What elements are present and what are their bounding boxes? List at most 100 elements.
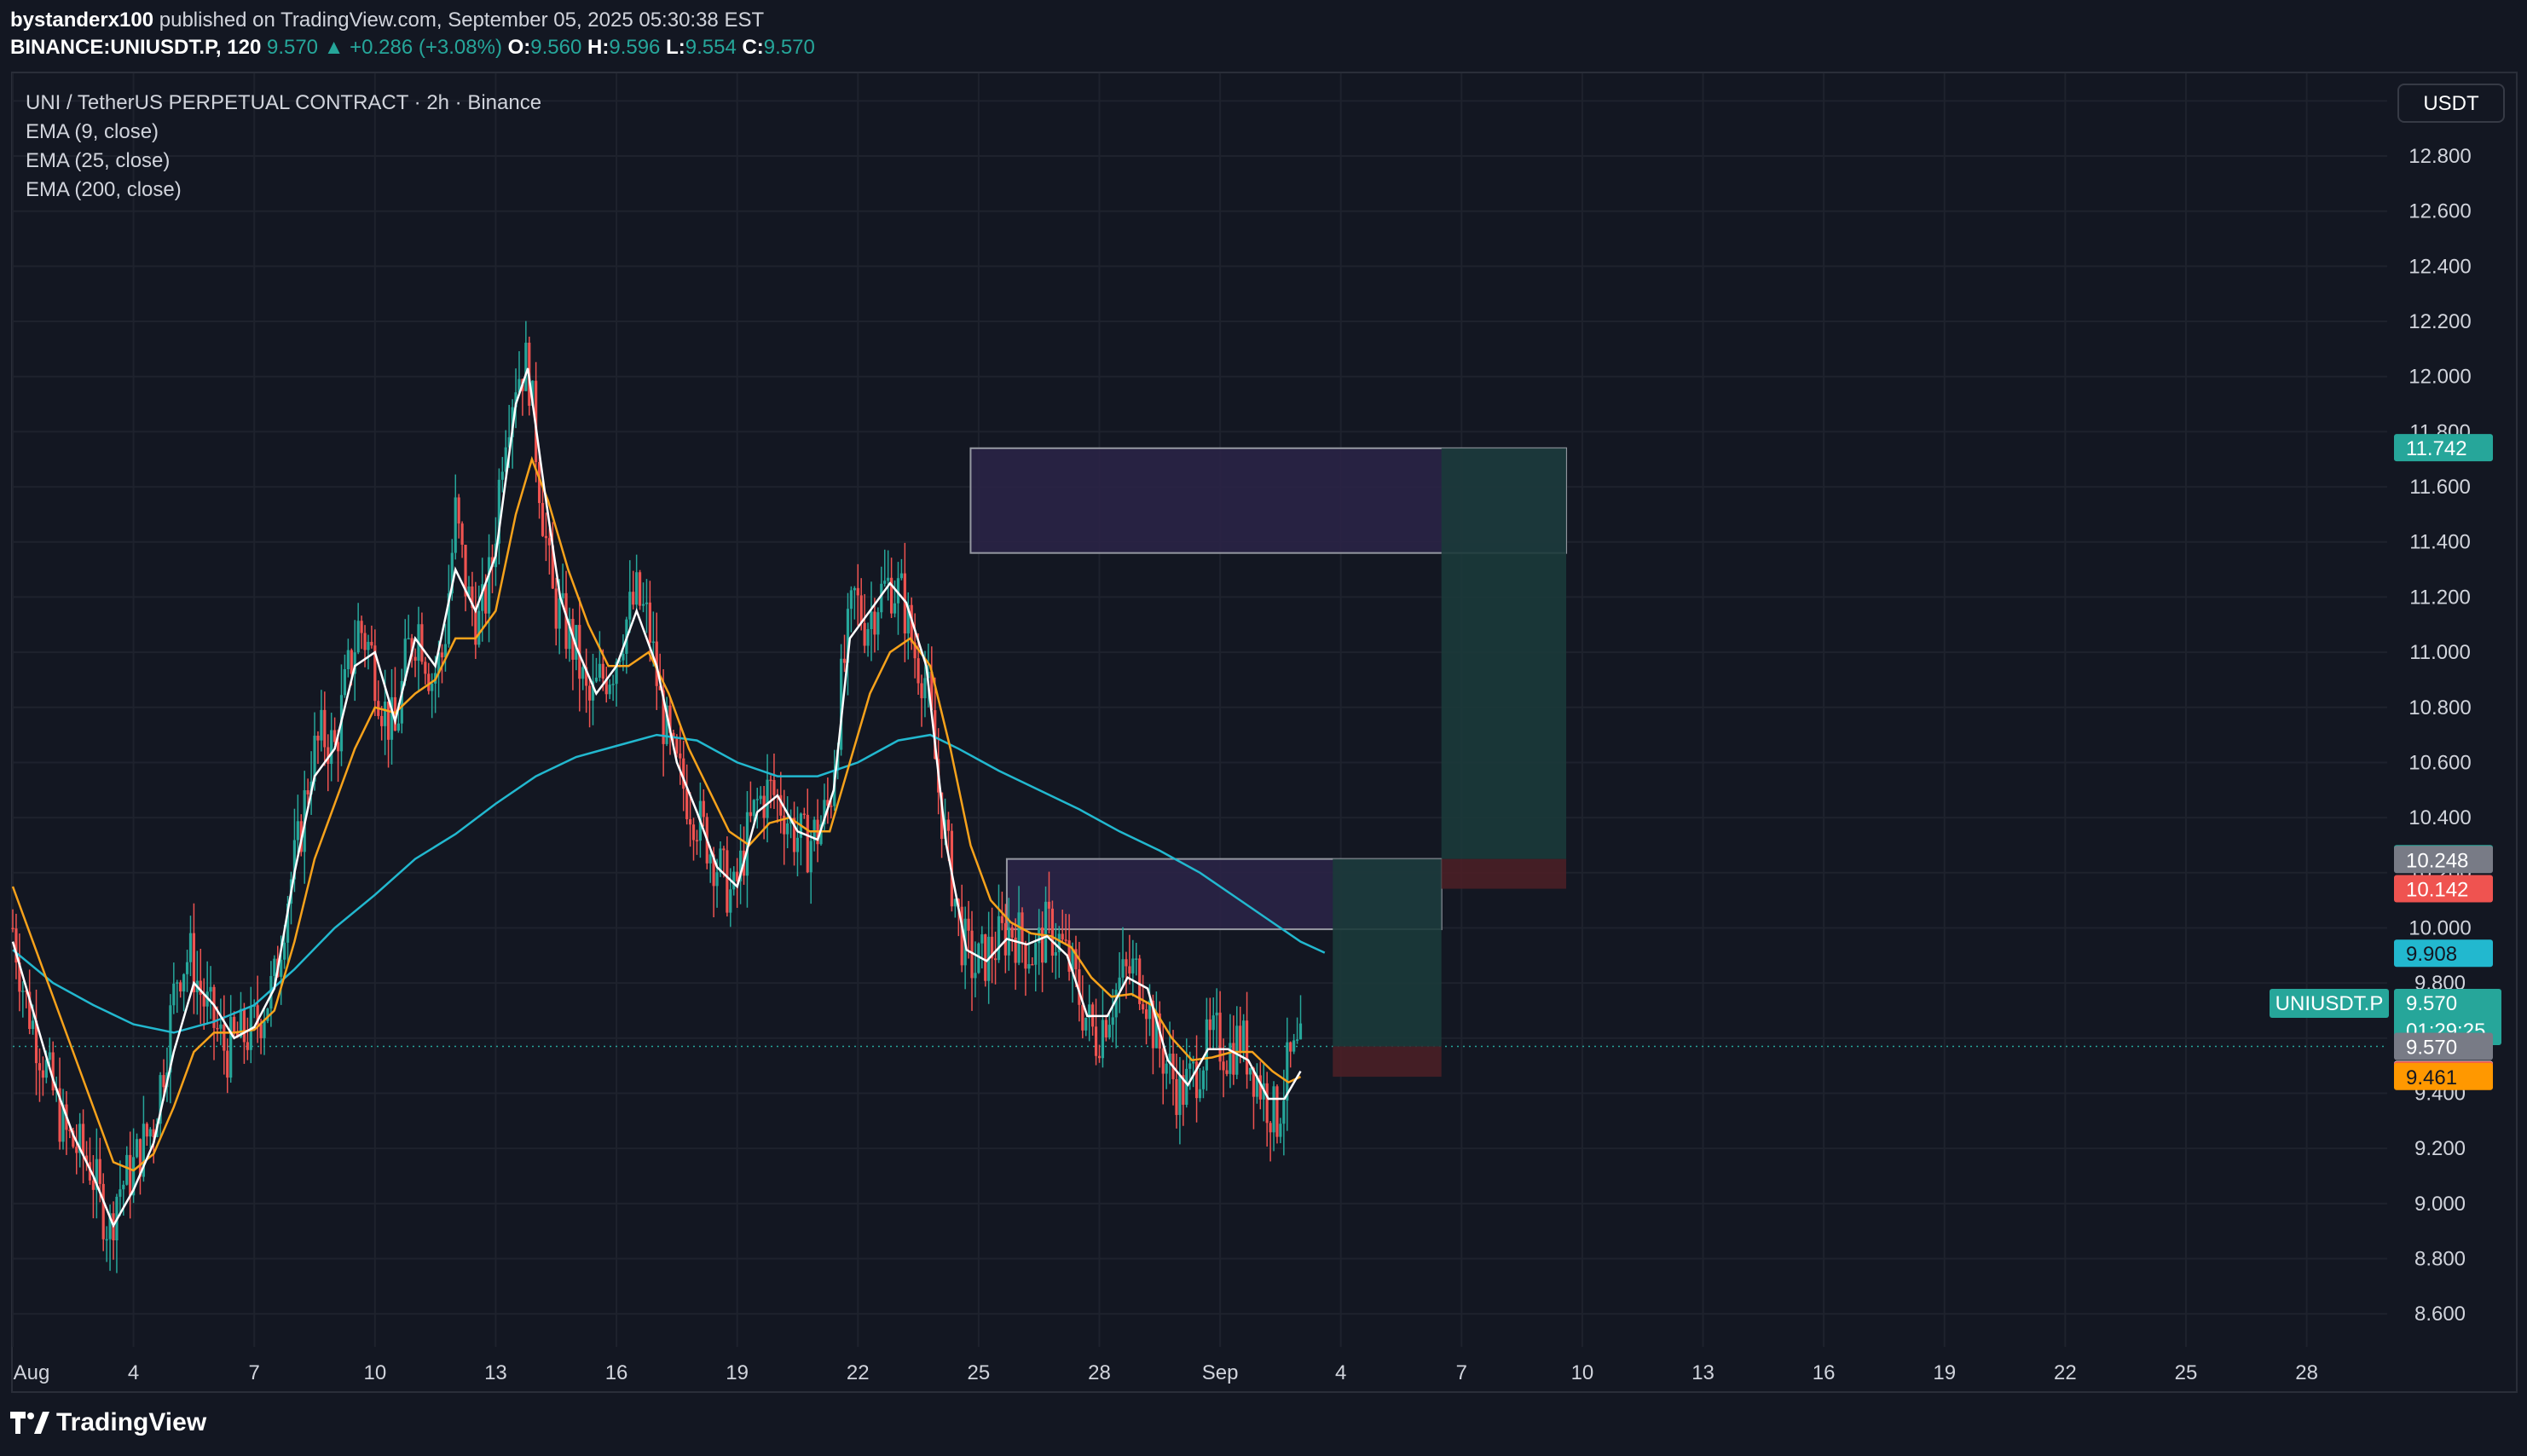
candle-body bbox=[1111, 1017, 1114, 1026]
candle-body bbox=[1000, 916, 1004, 923]
author-name[interactable]: bystanderx100 bbox=[10, 9, 154, 32]
candle-body bbox=[1211, 1015, 1215, 1031]
candle-body bbox=[390, 696, 394, 740]
candle-body bbox=[51, 1052, 55, 1091]
candle-body bbox=[28, 991, 32, 1030]
candle-body bbox=[32, 1020, 35, 1030]
candle-body bbox=[467, 586, 471, 597]
target-long-2 bbox=[1441, 448, 1567, 859]
x-tick-label: 16 bbox=[605, 1361, 628, 1384]
candle-body bbox=[638, 572, 642, 606]
candle-body bbox=[431, 683, 434, 691]
candle-body bbox=[235, 1031, 240, 1037]
candle-body bbox=[507, 436, 511, 448]
candle-body bbox=[547, 538, 551, 546]
price-tag bbox=[2394, 988, 2501, 1045]
candle-body bbox=[1258, 1075, 1262, 1100]
publication-header: bystanderx100 published on TradingView.c… bbox=[0, 0, 2527, 68]
candle-body bbox=[585, 667, 588, 686]
candle-body bbox=[564, 592, 568, 650]
candle-body bbox=[286, 903, 290, 943]
candle-body bbox=[212, 986, 216, 1028]
candle-body bbox=[568, 618, 571, 650]
candle-body bbox=[930, 672, 934, 711]
candle-body bbox=[722, 848, 726, 851]
candle-body bbox=[21, 991, 25, 992]
candle-body bbox=[72, 1130, 75, 1147]
candle-body bbox=[188, 933, 193, 962]
candle-body bbox=[84, 1155, 89, 1163]
symbol-name[interactable]: BINANCE:UNIUSDT.P, 120 bbox=[10, 36, 262, 59]
candle-body bbox=[1131, 958, 1135, 974]
candle-body bbox=[1282, 1101, 1286, 1124]
candle-body bbox=[856, 587, 859, 596]
candle-body bbox=[611, 684, 615, 685]
legend-ema25[interactable]: EMA (25, close) bbox=[26, 149, 171, 172]
candle-body bbox=[645, 602, 649, 604]
candle-body bbox=[1142, 1003, 1145, 1010]
candle-body bbox=[353, 652, 356, 674]
candle-body bbox=[575, 625, 578, 660]
candle-body bbox=[343, 669, 347, 696]
candle-body bbox=[1215, 1012, 1218, 1016]
candle-body bbox=[380, 715, 384, 726]
candle-body bbox=[135, 1139, 139, 1158]
candle-body bbox=[675, 738, 679, 754]
candle-body bbox=[269, 975, 273, 1009]
price-axis: 8.6008.8009.0009.2009.4009.6009.80010.00… bbox=[2408, 90, 2471, 1326]
candle-body bbox=[283, 942, 286, 960]
candle-body bbox=[1225, 1070, 1229, 1074]
price-tag-value: 9.570 bbox=[2406, 1037, 2457, 1060]
candle-body bbox=[440, 652, 444, 658]
candle-body bbox=[400, 680, 403, 724]
candle-body bbox=[1205, 1019, 1208, 1071]
y-tick-label: 11.000 bbox=[2409, 641, 2471, 664]
candle-body bbox=[229, 1016, 233, 1078]
candle-body bbox=[913, 642, 917, 659]
candle-body bbox=[78, 1124, 82, 1153]
candle-body bbox=[1239, 1026, 1242, 1053]
candle-body bbox=[1107, 1025, 1111, 1037]
tradingview-logo[interactable]: TradingView bbox=[10, 1408, 206, 1437]
candle-body bbox=[263, 1020, 266, 1038]
candle-body bbox=[350, 650, 353, 674]
candle-body bbox=[802, 813, 806, 815]
y-tick-label: 9.200 bbox=[2414, 1137, 2466, 1160]
candle-body bbox=[1088, 1004, 1091, 1018]
candle-body bbox=[162, 1075, 165, 1088]
candle-body bbox=[1067, 940, 1071, 972]
y-tick-label: 12.600 bbox=[2408, 200, 2471, 223]
legend-ema9[interactable]: EMA (9, close) bbox=[26, 120, 159, 143]
symbol-tag[interactable] bbox=[2270, 988, 2389, 1018]
candle-body bbox=[554, 588, 558, 629]
legend-ema200[interactable]: EMA (200, close) bbox=[26, 178, 182, 201]
candle-body bbox=[313, 736, 316, 782]
candle-body bbox=[581, 667, 585, 679]
candle-body bbox=[980, 934, 984, 944]
candle-body bbox=[323, 709, 327, 748]
candle-body bbox=[806, 814, 809, 873]
candle-body bbox=[122, 1184, 125, 1190]
candle-body bbox=[145, 1124, 148, 1137]
ema200-line bbox=[12, 733, 1326, 1034]
candle-body bbox=[346, 650, 350, 670]
candle-body bbox=[34, 1020, 38, 1064]
candle-body bbox=[1125, 959, 1128, 967]
candle-body bbox=[594, 677, 598, 682]
candle-body bbox=[447, 593, 450, 644]
candle-body bbox=[792, 818, 796, 852]
candle-body bbox=[487, 557, 491, 614]
candle-body bbox=[702, 800, 705, 818]
currency-button[interactable]: USDT bbox=[2397, 84, 2505, 123]
candle-body bbox=[967, 918, 970, 931]
x-tick-label: 4 bbox=[1335, 1361, 1346, 1384]
candle-body bbox=[618, 660, 622, 662]
candle-body bbox=[1168, 1053, 1171, 1064]
candle-body bbox=[1235, 1026, 1239, 1075]
candle-body bbox=[712, 854, 715, 887]
candle-body bbox=[974, 973, 977, 979]
x-tick-label: 13 bbox=[1691, 1361, 1715, 1384]
candle-body bbox=[330, 730, 333, 765]
candle-body bbox=[464, 545, 467, 597]
